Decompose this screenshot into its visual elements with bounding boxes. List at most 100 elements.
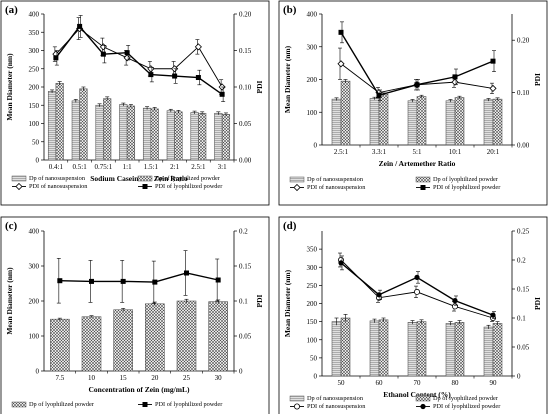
legend-label: PDI of lyophilized powder [433, 184, 501, 191]
x-tick-label: 30 [215, 374, 223, 382]
y2-axis-title: PDI [533, 73, 542, 86]
point-marker [489, 84, 497, 92]
x-tick-label: 50 [338, 379, 346, 387]
y-tick-label: 350 [307, 246, 318, 254]
legend-label: PDI of lyophilized powder [433, 403, 501, 410]
y-axis-title: Mean Diameter (nm) [5, 53, 14, 121]
point-marker [172, 73, 178, 79]
panel-4: (d) 0 50 100 150 200 250 300 350 0 0.05 0.1 0.15 0.2 0… [278, 216, 548, 414]
panel-label: (a) [5, 4, 18, 16]
series-line [55, 25, 223, 95]
y2-tick-label: 0.00 [239, 157, 252, 165]
bar [142, 107, 152, 161]
panel-2: (b) 0 100 200 300 400 0.00 0.10 0.20 Mean Diamete… [278, 0, 548, 206]
x-tick-label: 1:1 [123, 163, 132, 171]
x-tick-label: 80 [452, 379, 460, 387]
y-tick-label: 300 [307, 264, 318, 272]
x-axis-title: Ethanol Content (%) [383, 390, 451, 399]
x-tick-label: 2:1 [170, 163, 179, 171]
x-axis-title: Zein / Artemether Ratio [379, 159, 456, 168]
legend-label: Dp of nanosuspension [29, 175, 86, 182]
legend-swatch [289, 176, 305, 183]
bar [190, 112, 199, 161]
legend-label: Dp of nanosuspension [307, 176, 364, 183]
y-tick-label: 200 [307, 76, 318, 84]
y-tick-label: 100 [29, 333, 40, 341]
legend-swatch [289, 395, 305, 402]
panel-label: (d) [283, 220, 297, 232]
point-marker [124, 50, 130, 56]
x-tick-label: 70 [414, 379, 422, 387]
point-marker [142, 402, 148, 407]
y-tick-label: 250 [29, 65, 40, 73]
y2-tick-label: 0.15 [239, 47, 252, 55]
bar [492, 98, 503, 146]
y-tick-label: 150 [29, 102, 40, 110]
point-marker [338, 29, 344, 35]
bar [331, 321, 342, 377]
bar [174, 111, 183, 161]
bar [378, 93, 389, 146]
bar [369, 320, 380, 377]
bar [416, 321, 427, 377]
y-tick-label: 200 [29, 84, 40, 92]
bar [445, 323, 456, 377]
bar [150, 108, 159, 161]
bar [483, 99, 494, 146]
bar [119, 104, 128, 161]
x-tick-label: 90 [490, 379, 498, 387]
point-marker [147, 65, 155, 73]
y-axis-title: Mean Diameter (nm) [283, 269, 292, 337]
x-tick-label: 1.5:1 [144, 163, 159, 171]
bar [55, 83, 64, 161]
y2-tick-label: 0.05 [239, 120, 252, 128]
bar [445, 100, 456, 146]
legend-label: Dp of lyophilized powder [29, 401, 95, 408]
point-marker [293, 403, 300, 410]
bar [208, 301, 228, 372]
y-tick-label: 0 [314, 373, 318, 381]
y2-tick-label: 0 [239, 368, 243, 376]
point-marker [100, 51, 106, 57]
y-tick-label: 300 [29, 47, 40, 55]
legend-label: PDI of lyophilized powder [155, 401, 223, 408]
legend-label: Dp of lyophilized powder [433, 176, 499, 183]
y2-tick-label: 0.20 [239, 11, 252, 19]
series-line [59, 272, 219, 283]
y-tick-label: 100 [307, 109, 318, 117]
bar [378, 319, 389, 377]
bar [407, 322, 418, 377]
bar [340, 317, 351, 377]
bar [145, 303, 165, 372]
bar [176, 300, 197, 372]
legend-swatch [415, 176, 431, 183]
bar [369, 98, 380, 146]
y-axis-title: Mean Diameter (nm) [283, 45, 292, 113]
legend-label: PDI of nanosuspension [307, 403, 366, 410]
y-tick-label: 300 [307, 43, 318, 51]
panel-frame [0, 0, 270, 206]
point-marker [152, 279, 158, 285]
legend-swatch [11, 175, 27, 182]
y2-tick-label: 0.10 [517, 89, 530, 97]
bar [166, 110, 175, 161]
point-marker [420, 185, 426, 190]
point-marker [219, 91, 225, 97]
bar [71, 100, 80, 161]
point-marker [15, 182, 23, 191]
point-marker [452, 298, 458, 304]
y2-tick-label: 0.15 [239, 263, 252, 271]
bar [95, 104, 104, 161]
x-tick-label: 3:1 [218, 163, 227, 171]
legend-swatch [11, 401, 27, 408]
point-marker [376, 292, 382, 298]
x-tick-label: 2.5:1 [191, 163, 206, 171]
y-tick-label: 150 [307, 318, 318, 326]
y-tick-label: 300 [29, 263, 40, 271]
y-tick-label: 350 [29, 29, 40, 37]
bar [454, 97, 465, 146]
point-marker [338, 260, 344, 266]
point-marker [451, 303, 458, 310]
bar [198, 112, 207, 161]
